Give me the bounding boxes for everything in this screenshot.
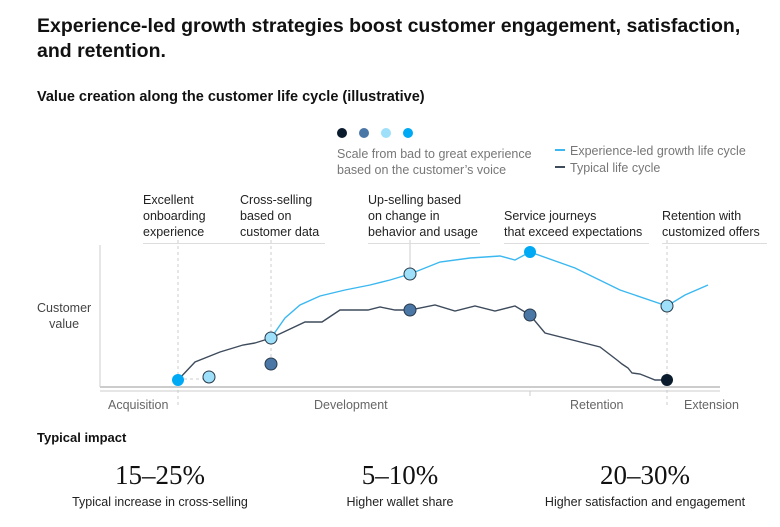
impact-value: 5–10%	[361, 460, 439, 490]
experience-point	[403, 303, 417, 317]
y-label-2: value	[49, 317, 80, 331]
annotation-service-journeys: Service journeys that exceed expectations	[504, 208, 649, 244]
scale-dots	[337, 128, 413, 138]
series-legend: Experience-led growth life cycle Typical…	[570, 143, 746, 176]
impact-label: Higher wallet share	[346, 495, 454, 509]
scale-dot	[359, 128, 369, 138]
scale-text-1: Scale from bad to great experience	[337, 147, 532, 161]
scale-text-2: based on the customer’s voice	[337, 163, 507, 177]
stage-retention: Retention	[570, 398, 624, 412]
stage-development: Development	[314, 398, 388, 412]
impact-cross-selling: 15–25% Typical increase in cross-selling	[60, 460, 260, 509]
annotation-retention: Retention with customized offers	[662, 208, 767, 244]
experience-point	[202, 370, 216, 384]
experience-led-line	[270, 251, 709, 339]
subtitle: Value creation along the customer life c…	[37, 89, 425, 105]
impact-label: Typical increase in cross-selling	[72, 495, 248, 509]
title: Experience-led growth strategies boost c…	[37, 15, 741, 62]
scale-legend-text: Scale from bad to great experience based…	[337, 146, 532, 178]
stage-acquisition: Acquisition	[108, 398, 169, 412]
experience-point	[524, 246, 536, 258]
impact-title: Typical impact	[37, 430, 127, 445]
scale-dot	[337, 128, 347, 138]
annotation-cross-selling: Cross-selling based on customer data	[240, 192, 325, 244]
y-axis-label: Customer value	[37, 300, 91, 332]
experience-point	[523, 308, 537, 322]
scale-dot	[403, 128, 413, 138]
experience-point	[660, 299, 674, 313]
experience-point	[264, 357, 278, 371]
experience-point	[403, 267, 417, 281]
stage-extension: Extension	[684, 398, 739, 412]
experience-point	[172, 374, 184, 386]
impact-value: 15–25%	[115, 460, 205, 490]
impact-label: Higher satisfaction and engagement	[544, 495, 746, 509]
annotation-upselling: Up-selling based on change in behavior and…	[368, 192, 480, 244]
impact-wallet-share: 5–10% Higher wallet share	[300, 460, 500, 509]
legend-typical: Typical life cycle	[570, 161, 661, 175]
scale-dot	[381, 128, 391, 138]
annotation-onboarding: Excellent onboarding experience	[143, 192, 293, 244]
experience-point	[264, 331, 278, 345]
y-label-1: Customer	[37, 301, 92, 315]
typical-life-cycle-line	[177, 304, 667, 381]
legend-experience-led: Experience-led growth life cycle	[570, 144, 746, 158]
impact-value: 20–30%	[600, 460, 690, 490]
experience-point	[661, 374, 673, 386]
impact-satisfaction: 20–30% Higher satisfaction and engagement	[530, 460, 760, 509]
